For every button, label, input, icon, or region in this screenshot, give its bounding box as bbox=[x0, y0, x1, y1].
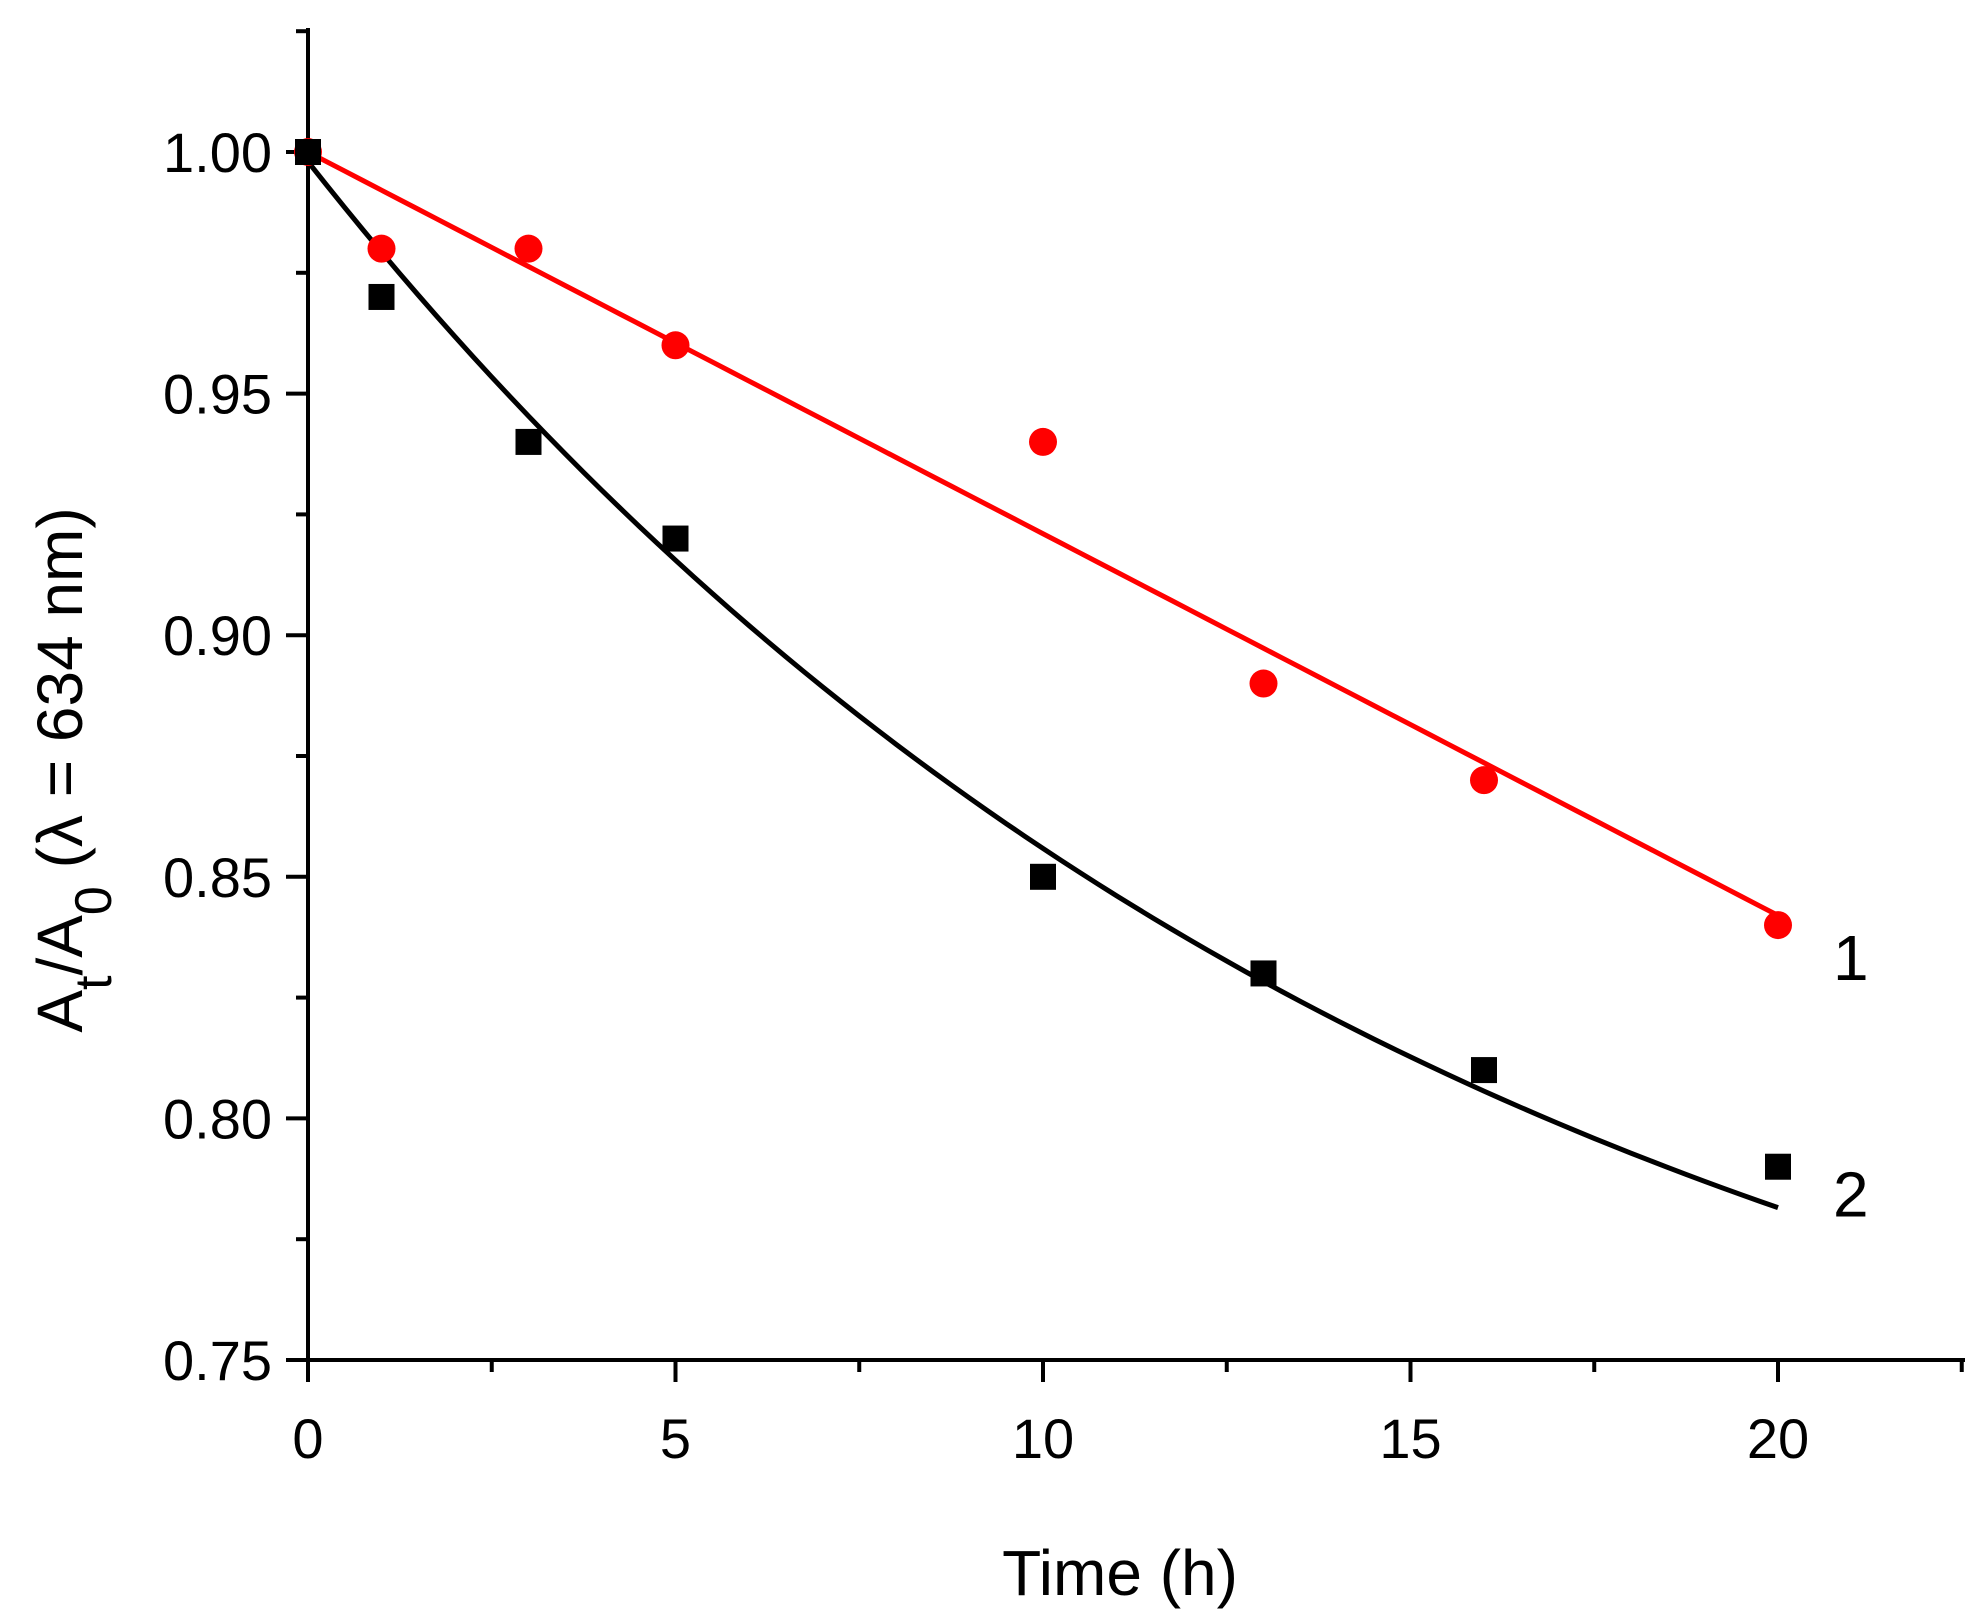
point-series-2 bbox=[1030, 863, 1056, 890]
y-tick-label: 0.90 bbox=[163, 604, 272, 667]
point-series-1 bbox=[1249, 669, 1278, 698]
point-series-1 bbox=[367, 234, 396, 263]
y-axis-title: At/A0 (λ = 634 nm) bbox=[24, 507, 123, 1032]
y-tick-label: 0.80 bbox=[163, 1087, 272, 1150]
fit-line-1 bbox=[306, 149, 1780, 918]
data-points bbox=[294, 138, 1792, 1180]
point-series-2 bbox=[295, 139, 321, 165]
series-labels: 12 bbox=[1833, 922, 1869, 1231]
x-tick-label: 0 bbox=[292, 1407, 323, 1470]
x-ticks: 0 5 10 15 20 bbox=[292, 1360, 1964, 1470]
y-tick-label: 0.85 bbox=[163, 846, 272, 909]
x-tick-label: 5 bbox=[660, 1407, 691, 1470]
point-series-2 bbox=[368, 283, 395, 310]
y-ticks: 0.75 0.80 0.85 0.90 0.95 1.00 bbox=[163, 29, 308, 1392]
x-axis-title: Time (h) bbox=[1002, 1537, 1238, 1609]
x-tick-label: 15 bbox=[1379, 1407, 1441, 1470]
point-series-2 bbox=[1250, 960, 1277, 987]
point-series-1 bbox=[514, 234, 543, 263]
y-tick-label: 1.00 bbox=[163, 121, 272, 184]
y-tick-label: 0.75 bbox=[163, 1329, 272, 1392]
x-tick-label: 10 bbox=[1012, 1407, 1074, 1470]
point-series-1 bbox=[1029, 427, 1057, 456]
fit-line-2 bbox=[306, 160, 1779, 1211]
point-series-1 bbox=[661, 331, 690, 360]
series-label-1: 1 bbox=[1833, 922, 1869, 994]
axes bbox=[306, 28, 1965, 1362]
x-tick-label: 20 bbox=[1747, 1407, 1809, 1470]
point-series-1 bbox=[1764, 911, 1792, 940]
y-tick-label: 0.95 bbox=[163, 363, 272, 426]
point-series-1 bbox=[1470, 766, 1498, 795]
point-series-2 bbox=[1471, 1057, 1497, 1084]
fit-lines bbox=[306, 149, 1780, 1211]
point-series-2 bbox=[662, 525, 689, 552]
point-series-2 bbox=[1765, 1153, 1791, 1180]
point-series-2 bbox=[515, 428, 542, 455]
series-label-2: 2 bbox=[1833, 1159, 1869, 1231]
